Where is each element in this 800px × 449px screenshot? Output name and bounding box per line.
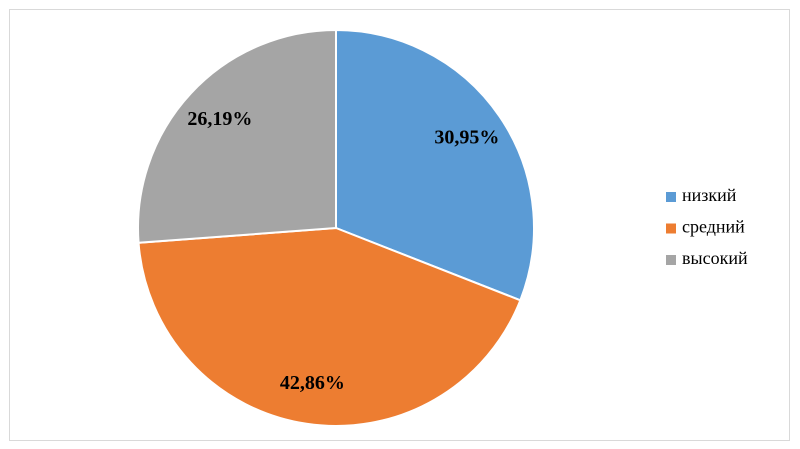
legend-swatch: [666, 223, 676, 234]
pie-slice: [137, 28, 337, 244]
pie-slice: [335, 28, 535, 302]
legend-label: низкий: [682, 185, 737, 205]
legend-label: средний: [682, 217, 745, 237]
legend-swatch: [666, 255, 676, 265]
legend-swatch: [666, 192, 676, 202]
data-label: 26,19%: [187, 108, 252, 130]
data-label: 30,95%: [434, 126, 499, 148]
data-label: 42,86%: [280, 372, 345, 394]
legend-label: высокий: [682, 248, 748, 268]
pie-slice: [137, 226, 522, 427]
